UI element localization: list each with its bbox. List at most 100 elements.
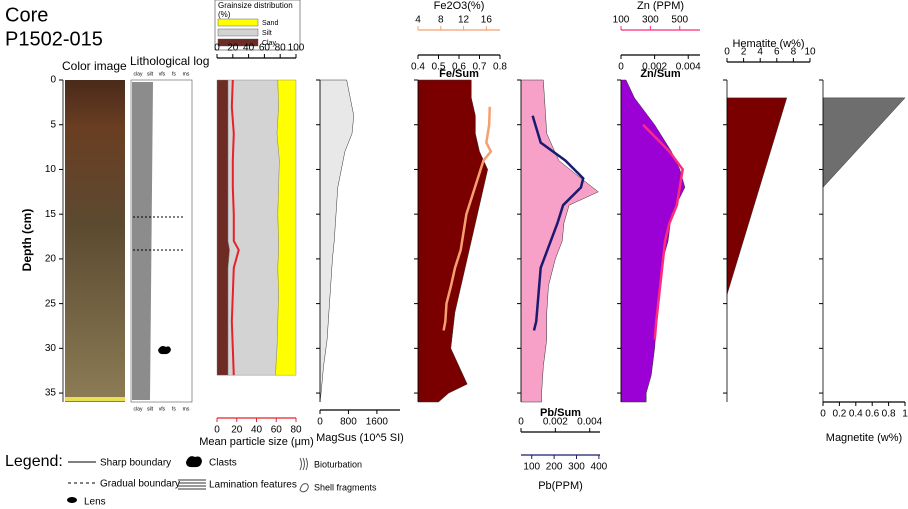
x-tick-label: 16: [481, 15, 493, 26]
x-tick-label: 1: [902, 409, 908, 420]
axis-title: Magnetite (w%): [826, 432, 902, 444]
x-tick-label: 0: [820, 409, 826, 420]
legend-title: Legend:: [5, 453, 63, 470]
litho-title: Lithological log: [130, 54, 209, 68]
axis-title: Mean particle size (μm): [199, 436, 314, 448]
profile-area: [521, 80, 598, 402]
litho-column: silt: [147, 406, 154, 412]
x-tick-label: 0.6: [865, 409, 879, 420]
litho-column: silt: [147, 71, 154, 77]
core-image: [65, 80, 125, 402]
shell-icon: [300, 484, 308, 492]
legend-label: Sharp boundary: [100, 458, 171, 469]
x-tick-label: 60: [259, 43, 271, 54]
image-title: Color image: [62, 59, 127, 73]
axis-title: Fe/Sum: [439, 68, 479, 80]
x-tick-label: 200: [546, 462, 563, 473]
clasts-icon: [186, 456, 202, 467]
profile-area: [418, 80, 488, 402]
x-tick-label: 0: [618, 62, 624, 73]
axis-title: Hematite (w%): [732, 38, 804, 50]
y-tick-label: 0: [50, 75, 56, 86]
core-id: P1502-015: [5, 28, 103, 50]
axis-title: Zn/Sum: [640, 68, 681, 80]
bioturbation-icon: [300, 458, 308, 470]
axis-title: Fe2O3(%): [434, 0, 485, 12]
figure: Core P1502-015 Color image Depth (cm) Li…: [0, 0, 908, 509]
x-tick-label: 100: [523, 462, 540, 473]
legend-label: Lens: [84, 497, 106, 508]
x-tick-label: 0: [214, 425, 220, 436]
profile-area: [621, 80, 685, 402]
legend-label: Lamination features: [209, 480, 297, 491]
x-tick-label: 1600: [366, 417, 389, 428]
litho-column: ms: [183, 406, 190, 412]
litho-column: vfs: [159, 71, 166, 77]
legend-label: Gradual boundary: [100, 479, 180, 490]
litho-column: clay: [134, 406, 143, 412]
legend-swatch: [218, 19, 258, 26]
page: {"title_lines": ["Core", "P1502-015"], "…: [0, 0, 908, 509]
stack-segment: [275, 80, 296, 375]
x-tick-label: 10: [804, 47, 816, 58]
legend-label: Shell fragments: [314, 482, 377, 492]
profile-area: [823, 98, 905, 187]
x-tick-label: 0.2: [832, 409, 846, 420]
y-tick-label: 25: [45, 298, 57, 309]
stack-segment: [228, 80, 279, 375]
x-tick-label: 40: [243, 43, 255, 54]
litho-column: fs: [172, 406, 176, 412]
depth-label: Depth (cm): [20, 209, 34, 272]
x-tick-label: 0: [214, 43, 220, 54]
core-image-base: [65, 397, 125, 401]
x-tick-label: 12: [458, 15, 470, 26]
x-tick-label: 20: [231, 425, 243, 436]
x-tick-label: 80: [290, 425, 302, 436]
axis-title: Pb/Sum: [540, 407, 581, 419]
x-tick-label: 60: [271, 425, 283, 436]
litho-column: clay: [134, 71, 143, 77]
litho-fill: [132, 82, 153, 400]
profile-area: [727, 98, 787, 295]
x-tick-label: 0.8: [882, 409, 896, 420]
axis-title: Zn (PPM): [637, 0, 684, 12]
x-tick-label: 0.4: [411, 62, 425, 73]
legend-label: Sand: [262, 20, 278, 27]
x-tick-label: 100: [288, 43, 305, 54]
x-tick-label: 0.8: [493, 62, 507, 73]
axis-title: Pb(PPM): [538, 480, 583, 492]
stack-segment: [217, 80, 230, 375]
y-tick-label: 30: [45, 343, 57, 354]
y-tick-label: 35: [45, 388, 57, 399]
litho-column: vfs: [159, 406, 166, 412]
legend-swatch: [218, 29, 258, 36]
litho-column: ms: [183, 71, 190, 77]
x-tick-label: 20: [227, 43, 239, 54]
y-tick-label: 5: [50, 119, 56, 130]
x-tick-label: 0: [724, 47, 730, 58]
legend-label: Bioturbation: [314, 459, 362, 469]
x-tick-label: 0.004: [577, 417, 602, 428]
legend-label: Clasts: [209, 458, 237, 469]
litho-column: fs: [172, 71, 176, 77]
x-tick-label: 80: [275, 43, 287, 54]
x-tick-label: 0.4: [849, 409, 863, 420]
x-tick-label: 500: [671, 15, 688, 26]
x-tick-label: 0: [317, 417, 323, 428]
x-tick-label: 8: [438, 15, 444, 26]
grainsize-title: Grainsize distribution (%): [218, 1, 298, 19]
x-tick-label: 100: [613, 15, 630, 26]
x-tick-label: 0: [518, 417, 524, 428]
lamination-icon: [178, 480, 206, 489]
x-tick-label: 300: [568, 462, 585, 473]
x-tick-label: 40: [251, 425, 263, 436]
lens-icon: [67, 497, 77, 503]
x-tick-label: 400: [591, 462, 608, 473]
profile-area: [320, 80, 354, 402]
core-title: Core: [5, 4, 48, 26]
x-tick-label: 800: [340, 417, 357, 428]
legend-label: Silt: [262, 30, 272, 37]
y-tick-label: 15: [45, 209, 57, 220]
y-tick-label: 10: [45, 164, 57, 175]
y-tick-label: 20: [45, 254, 57, 265]
